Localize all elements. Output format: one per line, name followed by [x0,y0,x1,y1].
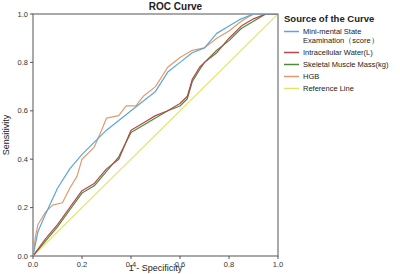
roc-curve [33,14,278,256]
y-tick [30,62,33,63]
legend-label: Mini-mental StateExamination（score） [303,27,379,45]
x-tick [229,256,230,259]
plot-area [33,14,278,256]
plot-frame [33,14,278,256]
roc-curve [33,14,278,256]
y-tick [30,110,33,111]
legend-swatch [284,64,299,66]
legend-swatch [284,31,299,33]
y-tick-label: 0.2 [18,203,28,212]
x-tick-label: 0.8 [224,260,234,269]
x-tick [278,256,279,259]
legend-title: Source of the Curve [284,13,374,24]
legend-label: HGB [303,72,319,81]
roc-curve [33,14,278,256]
title: ROC Curve [149,1,203,12]
x-tick [82,256,83,259]
legend-swatch [284,76,299,78]
y-tick-label: 0.8 [18,58,28,67]
legend-swatch [284,52,299,54]
y-tick-label: 0.6 [18,106,28,115]
y-tick [30,159,33,160]
y-tick-label: 0.4 [18,155,28,164]
legend-label: Intracellular Water(L) [303,48,373,57]
legend-swatch [284,88,299,90]
x-tick [131,256,132,259]
x-tick [180,256,181,259]
y-tick [30,207,33,208]
x-tick-label: 0.0 [28,260,38,269]
roc-curve [33,14,278,256]
roc-curve [33,14,278,256]
y-axis-label: Sensitivity [1,114,11,155]
chart: ROC Curve0.00.20.40.60.81.00.00.20.40.60… [0,0,400,274]
x-tick-label: 1.0 [273,260,283,269]
y-tick [30,14,33,15]
x-axis-label: 1 - Specificity [129,263,183,273]
y-tick-label: 1.0 [18,10,28,19]
legend-label: Skeletal Muscle Mass(kg) [303,60,389,69]
y-tick [30,256,33,257]
legend-label: Reference Line [303,84,354,93]
x-tick-label: 0.2 [77,260,87,269]
y-tick-label: 0.0 [18,252,28,261]
